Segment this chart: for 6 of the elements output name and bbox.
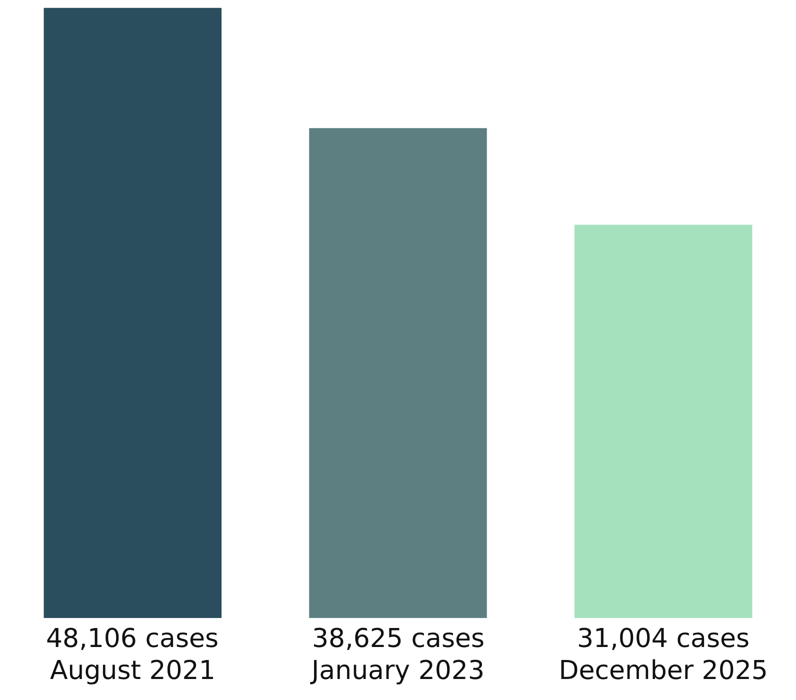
data-label: 38,625 cases [312,624,485,654]
x-tick-label: December 2025 [558,656,768,686]
x-tick-label: August 2021 [50,656,216,686]
x-tick-label: January 2023 [310,656,484,686]
data-label: 31,004 cases [577,624,750,654]
data-label: 48,106 cases [46,624,219,654]
